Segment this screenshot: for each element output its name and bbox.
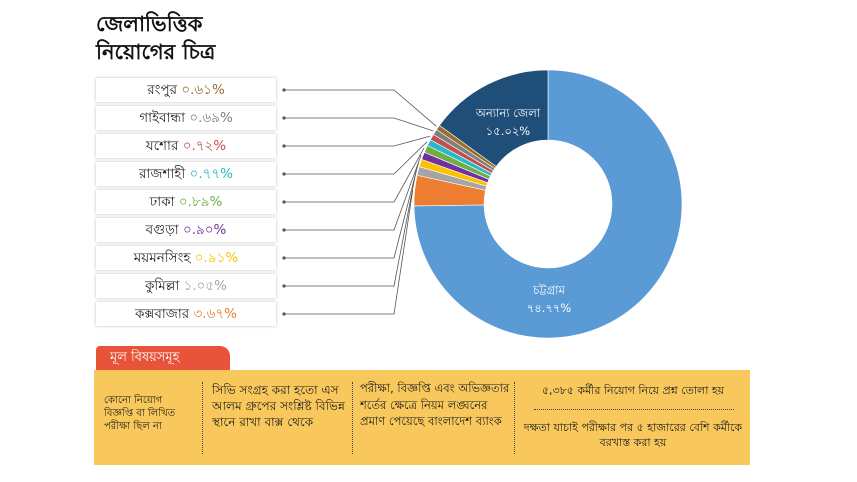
leader-dot (282, 256, 286, 260)
leader-dot (282, 116, 286, 120)
legend-name: ঢাকা (149, 194, 175, 210)
legend-name: কুমিল্লা (144, 278, 180, 294)
leader-line (284, 147, 425, 203)
leader-line (284, 141, 428, 175)
key-point-4: ৫,৩৮৫ কর্মীর নিয়োগ নিয়ে প্রশ্ন তোলা হয… (541, 384, 725, 397)
legend-name: ময়মনসিংহ (133, 250, 191, 266)
leader-line (284, 170, 417, 287)
key-point-1: কোনো নিয়োগ বিজ্ঞপ্তি বা লিখিত পরীক্ষা ছ… (104, 395, 176, 432)
divider (534, 409, 734, 410)
leader-dot (282, 228, 286, 232)
legend-name: গাইবান্ধা (139, 110, 186, 126)
leader-dot (282, 144, 286, 148)
slice-name-label: চট্টগ্রাম (532, 283, 565, 297)
page-title: জেলাভিত্তিক নিয়োগের চিত্র (96, 10, 215, 66)
leader-dot (282, 200, 286, 204)
legend-value: ১.০৫% (183, 278, 228, 294)
legend-item: কুমিল্লা ১.০৫% (96, 274, 276, 298)
leader-dot (282, 284, 286, 288)
leader-dot (282, 172, 286, 176)
legend-name: রংপুর (147, 82, 178, 98)
legend-item: রাজশাহী ০.৭৭% (96, 162, 276, 186)
legend-name: বগুড়া (145, 222, 179, 238)
leader-line (284, 154, 422, 231)
legend-name: রাজশাহী (138, 166, 186, 182)
leader-dot (282, 88, 286, 92)
title-line-2: নিয়োগের চিত্র (96, 40, 216, 64)
slice-name-label: অন্যান্য জেলা (475, 106, 541, 120)
legend-value: ০.৭৭% (189, 166, 234, 182)
key-point-5: দক্ষতা যাচাই পরীক্ষার পর ৫ হাজারের বেশি … (523, 421, 743, 449)
legend-value: ০.৯০% (182, 222, 227, 238)
divider (202, 382, 203, 454)
legend-item: যশোর ০.৭২% (96, 134, 276, 158)
legend-value: ০.৮৯% (178, 194, 223, 210)
slice-value-label: ১৫.০২% (486, 124, 531, 138)
pie-slice (413, 69, 683, 339)
legend-value: ০.৯১% (194, 250, 239, 266)
leader-line (284, 190, 414, 315)
legend-value: ০.৬৯% (189, 110, 233, 126)
section-title: মূল বিষয়সমূহ (110, 350, 180, 365)
leader-line (284, 89, 437, 127)
key-point-3: পরীক্ষা, বিজ্ঞপ্তি এবং অভিজ্ঞতার শর্তের … (360, 381, 510, 428)
legend-item: ময়মনসিংহ ০.৯১% (96, 246, 276, 270)
divider (514, 382, 515, 454)
legend-name: যশোর (145, 138, 179, 154)
leader-dot (282, 312, 286, 316)
section-tab: মূল বিষয়সমূহ (96, 346, 230, 370)
key-point-2: সিভি সংগ্রহ করা হতো এস আলম গ্রুপের সংশ্ল… (212, 383, 345, 429)
legend-item: কক্সবাজার ৩.৬৭% (96, 302, 276, 326)
legend-value: ৩.৬৭% (193, 306, 237, 322)
legend-item: ঢাকা ০.৮৯% (96, 190, 276, 214)
leader-line (284, 135, 431, 147)
leader-line (284, 117, 434, 132)
chart-legend: রংপুর ০.৬১% গাইবান্ধা ০.৬৯% যশোর ০.৭২% র… (96, 78, 276, 330)
legend-item: গাইবান্ধা ০.৬৯% (96, 106, 276, 130)
legend-item: বগুড়া ০.৯০% (96, 218, 276, 242)
pie-slice (439, 69, 549, 167)
donut-chart: চট্টগ্রাম ৭৪.৭৭% অন্যান্য জেলা ১৫.০২% (282, 69, 683, 339)
key-points-panel: কোনো নিয়োগ বিজ্ঞপ্তি বা লিখিত পরীক্ষা ছ… (94, 370, 750, 465)
leader-line (284, 162, 419, 259)
title-line-1: জেলাভিত্তিক (96, 12, 203, 36)
legend-item: রংপুর ০.৬১% (96, 78, 276, 102)
legend-name: কক্সবাজার (135, 306, 190, 322)
slice-value-label: ৭৪.৭৭% (527, 301, 572, 315)
legend-value: ০.৭২% (182, 138, 227, 154)
legend-value: ০.৬১% (181, 82, 225, 98)
divider (352, 382, 353, 454)
